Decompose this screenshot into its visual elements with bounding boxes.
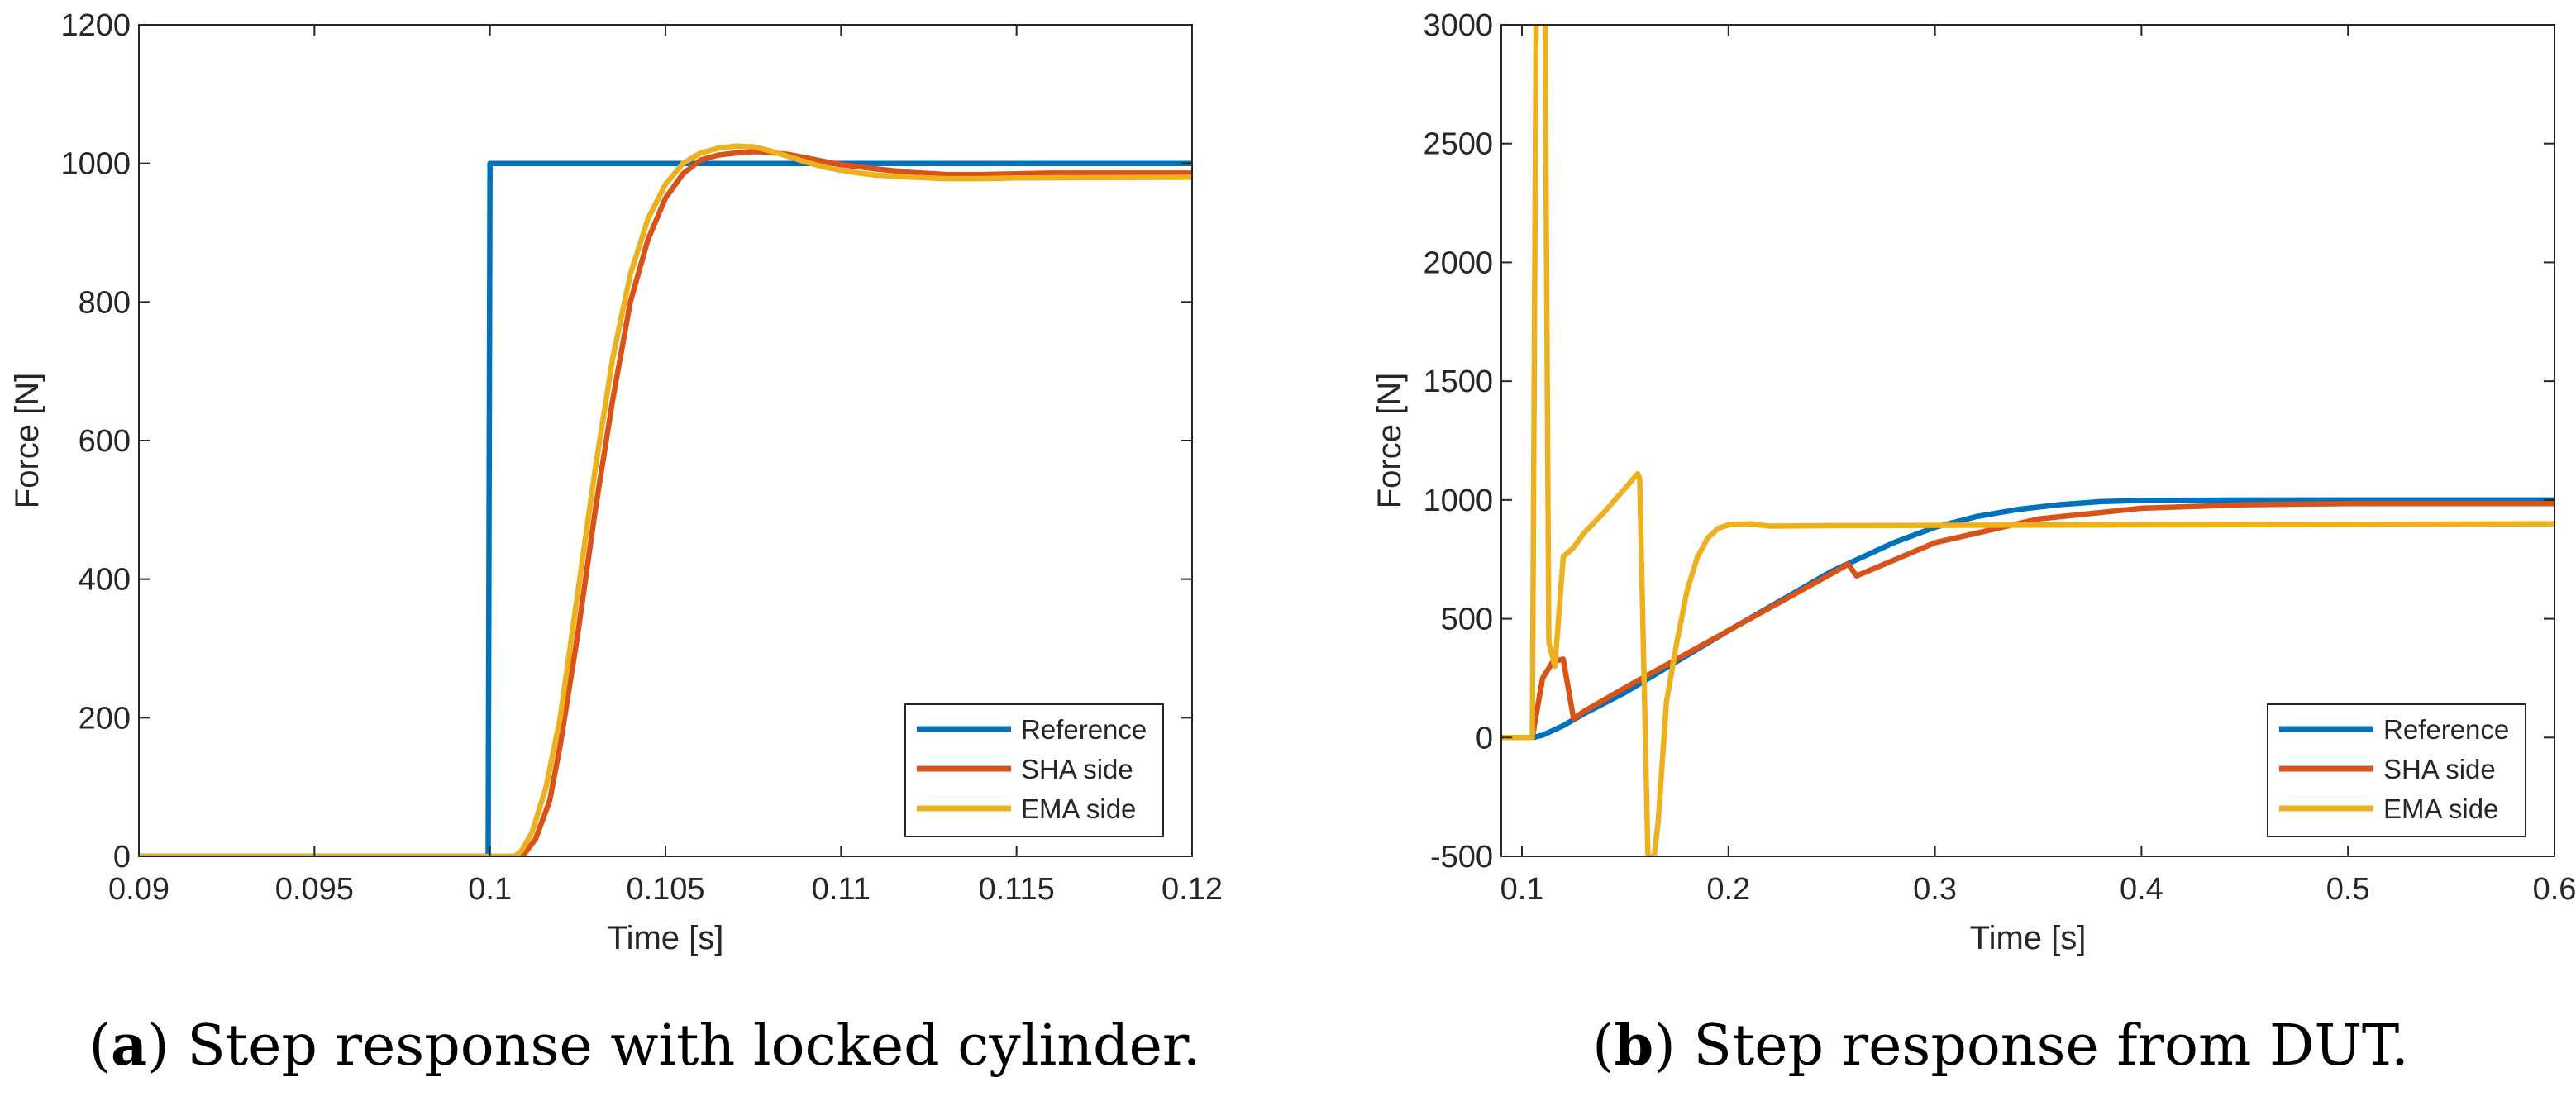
x-tick-label: 0.6 [2533, 872, 2576, 907]
caption-b: (b) Step response from DUT. [1592, 1013, 2409, 1079]
y-tick-label: 400 [79, 563, 131, 598]
series-group [139, 143, 1192, 856]
y-tick-label: 200 [79, 701, 131, 736]
x-axis-label: Time [s] [1970, 920, 2087, 956]
x-tick-label: 0.11 [812, 872, 871, 907]
caption-a-text: Step response with locked cylinder. [169, 1013, 1201, 1079]
axes-box [1500, 24, 2555, 857]
y-tick-label: 600 [79, 424, 131, 459]
series-line-1 [1501, 497, 2555, 741]
y-tick-label: 2500 [1423, 127, 1493, 162]
y-tick-label: -500 [1430, 840, 1493, 875]
y-tick-label: 2000 [1423, 245, 1493, 280]
y-tick-label: 3000 [1423, 8, 1493, 43]
y-tick-label: 1000 [60, 147, 131, 182]
legend-label-2: SHA side [1021, 754, 1133, 784]
x-tick-label: 0.1 [1500, 872, 1544, 907]
y-tick-label: 1200 [60, 8, 131, 43]
x-tick-label: 0.09 [108, 872, 169, 907]
y-axis-label: Force [N] [9, 373, 45, 508]
legend-label-2: SHA side [2383, 754, 2496, 784]
y-tick-label: 500 [1441, 603, 1493, 637]
legend-label-1: Reference [1021, 714, 1147, 745]
x-tick-label: 0.115 [979, 872, 1055, 907]
legend-label-1: Reference [2383, 714, 2509, 745]
series-line-3 [139, 143, 1192, 856]
y-tick-label: 0 [1476, 721, 1493, 755]
x-tick-label: 0.3 [1913, 872, 1957, 907]
legend-label-3: EMA side [1021, 794, 1136, 824]
x-tick-label: 0.4 [2120, 872, 2163, 907]
caption-a: (a) Step response with locked cylinder. [88, 1013, 1201, 1079]
legend-label-3: EMA side [2383, 794, 2498, 824]
series-line-3 [1501, 25, 2555, 856]
legend: Reference SHA side EMA side [904, 703, 1164, 837]
y-axis-label: Force [N] [1371, 373, 1408, 508]
x-tick-label: 0.1 [468, 872, 512, 907]
legend: Reference SHA side EMA side [2267, 703, 2526, 837]
y-tick-label: 0 [113, 840, 131, 875]
y-tick-label: 1500 [1423, 365, 1493, 399]
x-axis-label: Time [s] [608, 920, 724, 956]
y-tick-label: 800 [79, 285, 131, 320]
series-line-2 [1501, 500, 2555, 741]
x-tick-label: 0.5 [2326, 872, 2370, 907]
series-line-2 [139, 149, 1192, 856]
x-tick-label: 0.12 [1162, 872, 1223, 907]
caption-a-letter: a [111, 1013, 148, 1079]
x-tick-label: 0.095 [275, 872, 354, 907]
caption-b-text: Step response from DUT. [1675, 1013, 2409, 1079]
chart-a: 0.09 0.095 0.1 0.105 0.11 0.115 0.12 0 200 400 600… [9, 8, 1223, 956]
x-tick-label: 0.2 [1706, 872, 1750, 907]
caption-b-letter: b [1614, 1013, 1654, 1079]
x-tick-label: 0.105 [626, 872, 704, 907]
chart-b: 0.1 0.2 0.3 0.4 0.5 0.6 -500 0 500 1000 1500 2000 25… [1371, 8, 2576, 956]
y-tick-label: 1000 [1423, 484, 1493, 518]
series-group [1501, 25, 2555, 856]
